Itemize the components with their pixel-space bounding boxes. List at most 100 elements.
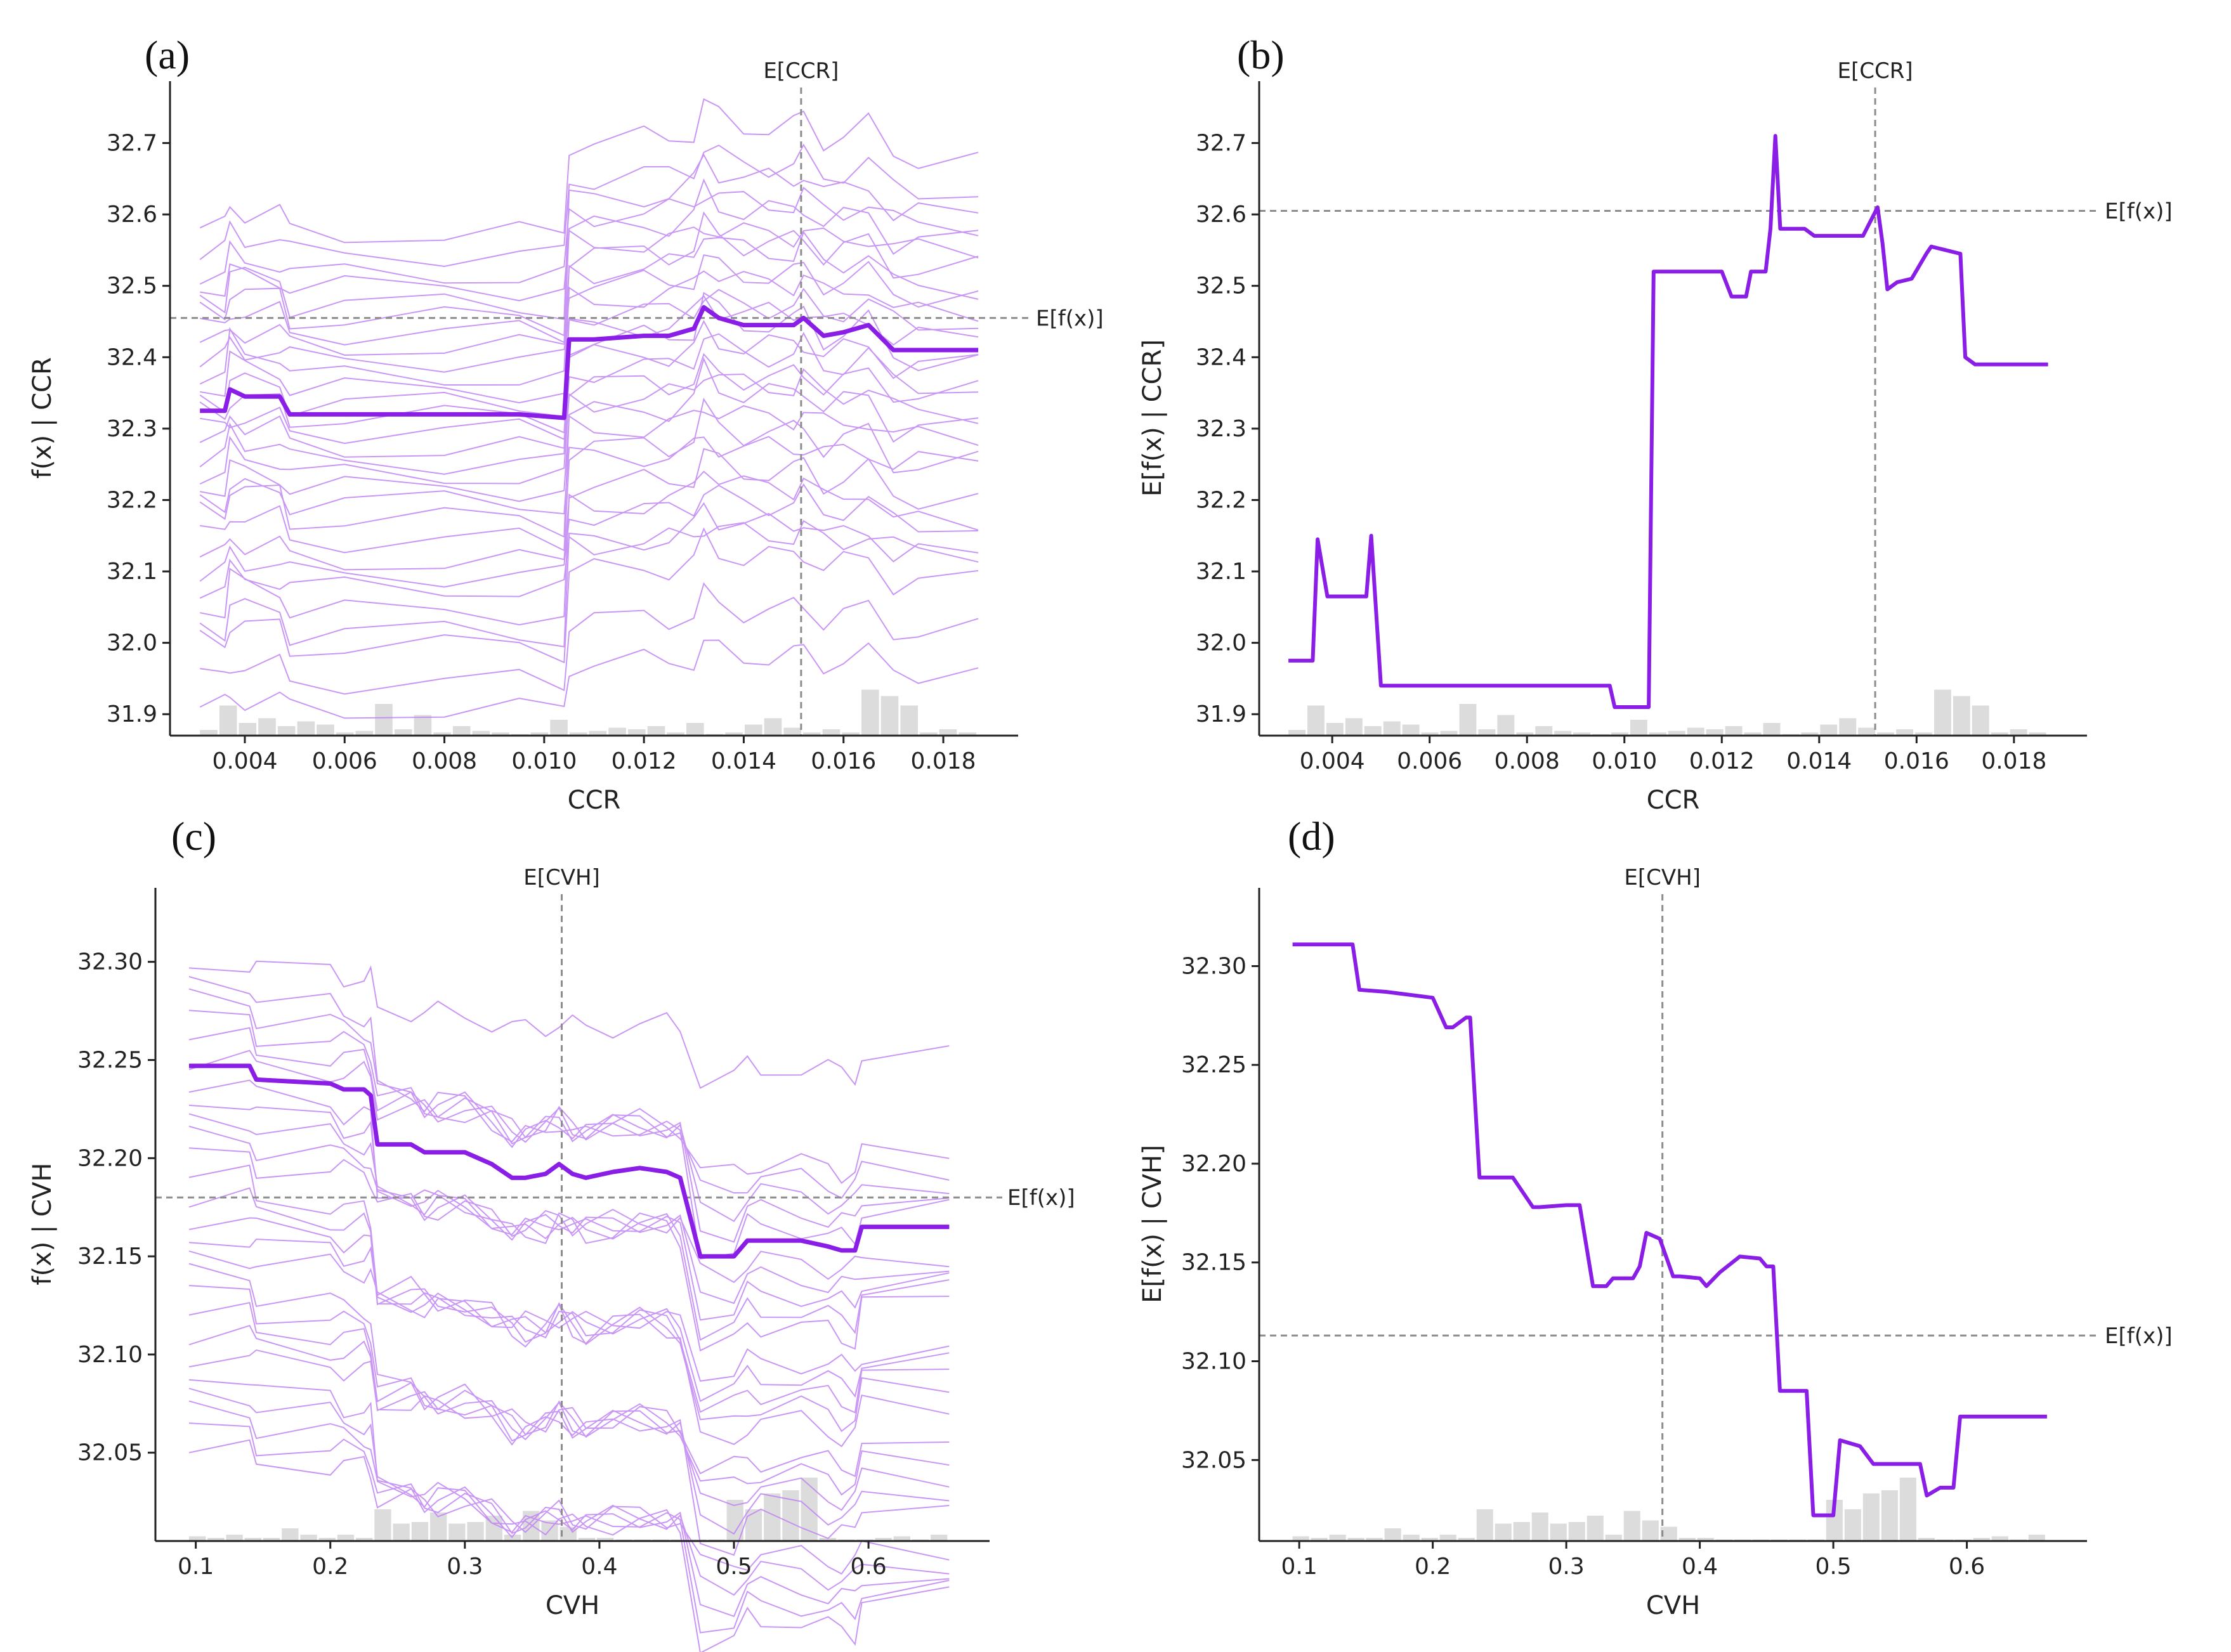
x-tick-label: 0.012 xyxy=(612,748,677,774)
histogram-bar xyxy=(1953,696,1970,736)
ice-line xyxy=(188,1239,950,1402)
ice-line xyxy=(200,211,979,346)
x-tick-label: 0.004 xyxy=(1300,748,1365,774)
histogram-bar xyxy=(375,704,393,736)
y-tick-label: 32.0 xyxy=(107,630,157,656)
x-tick-label: 0.6 xyxy=(1949,1554,1985,1580)
histogram-bar xyxy=(875,1538,892,1541)
ice-line xyxy=(188,1302,950,1511)
expected-feature-label: E[CVH] xyxy=(523,865,600,890)
histogram-bar xyxy=(1326,723,1344,736)
ice-line xyxy=(199,178,979,337)
ice-line xyxy=(199,502,979,647)
ice-line xyxy=(200,398,979,554)
histogram-bar xyxy=(1345,718,1363,736)
ice-line xyxy=(199,143,979,268)
histogram-bar xyxy=(578,1538,596,1541)
ice-line xyxy=(199,436,979,516)
histogram-bar xyxy=(1476,1509,1493,1541)
histogram-bar xyxy=(467,1522,484,1541)
ice-line xyxy=(188,1349,950,1478)
histogram-bar xyxy=(628,729,646,736)
histogram-bar xyxy=(1554,731,1572,736)
ice-line xyxy=(199,519,979,599)
expected-feature-label: E[CVH] xyxy=(1624,865,1701,890)
histogram-bar xyxy=(207,1538,225,1541)
ice-line xyxy=(200,405,979,502)
histogram-bar xyxy=(282,1528,299,1541)
x-tick-label: 0.010 xyxy=(1592,748,1657,774)
histogram-bar xyxy=(1623,1511,1640,1541)
ice-line xyxy=(199,98,979,244)
histogram-bar xyxy=(239,723,257,736)
y-tick-label: 32.20 xyxy=(1181,1151,1246,1177)
x-tick-label: 0.014 xyxy=(1786,748,1852,774)
x-tick-label: 0.008 xyxy=(1495,748,1560,774)
histogram-bar xyxy=(219,705,237,736)
histogram-bar xyxy=(277,726,296,736)
histogram-bar xyxy=(1839,718,1857,736)
histogram-bar xyxy=(2029,732,2046,736)
y-tick-label: 32.30 xyxy=(1181,953,1246,979)
histogram-bar xyxy=(1307,705,1325,736)
histogram-bar xyxy=(958,732,976,736)
histogram-bar xyxy=(472,731,490,736)
feature-histogram xyxy=(1292,1478,2045,1541)
histogram-bar xyxy=(1844,1509,1861,1541)
ice-line xyxy=(188,1422,950,1596)
y-tick-label: 32.10 xyxy=(77,1342,143,1368)
expected-value-label: E[f(x)] xyxy=(2105,1324,2173,1349)
x-tick-label: 0.004 xyxy=(212,748,277,774)
histogram-bar xyxy=(452,726,471,736)
histogram-bar xyxy=(226,1535,243,1541)
histogram-bar xyxy=(597,1538,614,1541)
histogram-bar xyxy=(1642,1520,1659,1541)
histogram-bar xyxy=(745,724,762,736)
panel-a: E[CCR] E[f(x)] 0.004 0.006 0.008 0.010 0.012 0.… xyxy=(28,32,1104,815)
histogram-bar xyxy=(448,1523,466,1541)
y-axis-label: f(x) | CCR xyxy=(28,357,57,479)
histogram-bar xyxy=(589,731,607,736)
histogram-bar xyxy=(1531,1512,1548,1541)
histogram-bar xyxy=(783,727,801,736)
histogram-bar xyxy=(1862,1493,1880,1541)
mean-line xyxy=(1288,134,2048,709)
y-tick-label: 32.15 xyxy=(77,1244,143,1270)
histogram-bar xyxy=(861,689,879,736)
ice-line xyxy=(199,254,979,356)
feature-histogram xyxy=(189,1478,948,1541)
x-tick-label: 0.1 xyxy=(178,1554,214,1580)
histogram-bar xyxy=(414,715,432,736)
panel-c: E[CVH] E[f(x)] 0.1 0.2 0.3 0.4 0.5 0.6 32.05 32.1… xyxy=(28,814,1075,1652)
y-tick-label: 32.4 xyxy=(107,344,157,370)
x-tick-label: 0.018 xyxy=(1981,748,2046,774)
panel-label: (d) xyxy=(1288,814,1335,859)
x-tick-label: 0.016 xyxy=(1884,748,1949,774)
ice-line xyxy=(188,1147,950,1284)
x-tick-label: 0.3 xyxy=(447,1554,483,1580)
ice-line xyxy=(188,1104,950,1341)
y-tick-label: 32.5 xyxy=(1196,273,1246,299)
ice-line xyxy=(199,483,979,588)
histogram-bar xyxy=(1573,732,1590,736)
histogram-bar xyxy=(1899,1478,1916,1541)
ice-line xyxy=(188,1285,950,1535)
x-tick-label: 0.018 xyxy=(910,748,976,774)
ice-line xyxy=(199,332,979,475)
histogram-bar xyxy=(394,729,412,736)
histogram-bar xyxy=(1383,721,1401,736)
x-tick-label: 0.008 xyxy=(412,748,477,774)
x-axis-label: CVH xyxy=(1646,1591,1700,1620)
histogram-bar xyxy=(1439,1535,1456,1541)
histogram-bar xyxy=(1915,732,1932,736)
y-tick-label: 32.3 xyxy=(1196,416,1246,442)
histogram-bar xyxy=(2028,1535,2045,1541)
histogram-bar xyxy=(1697,1538,1714,1541)
histogram-bar xyxy=(1896,729,1913,736)
histogram-bar xyxy=(1329,1535,1346,1541)
histogram-bar xyxy=(1535,726,1553,736)
histogram-bar xyxy=(258,718,276,736)
histogram-bar xyxy=(1421,1538,1438,1541)
y-tick-label: 32.2 xyxy=(107,487,157,513)
